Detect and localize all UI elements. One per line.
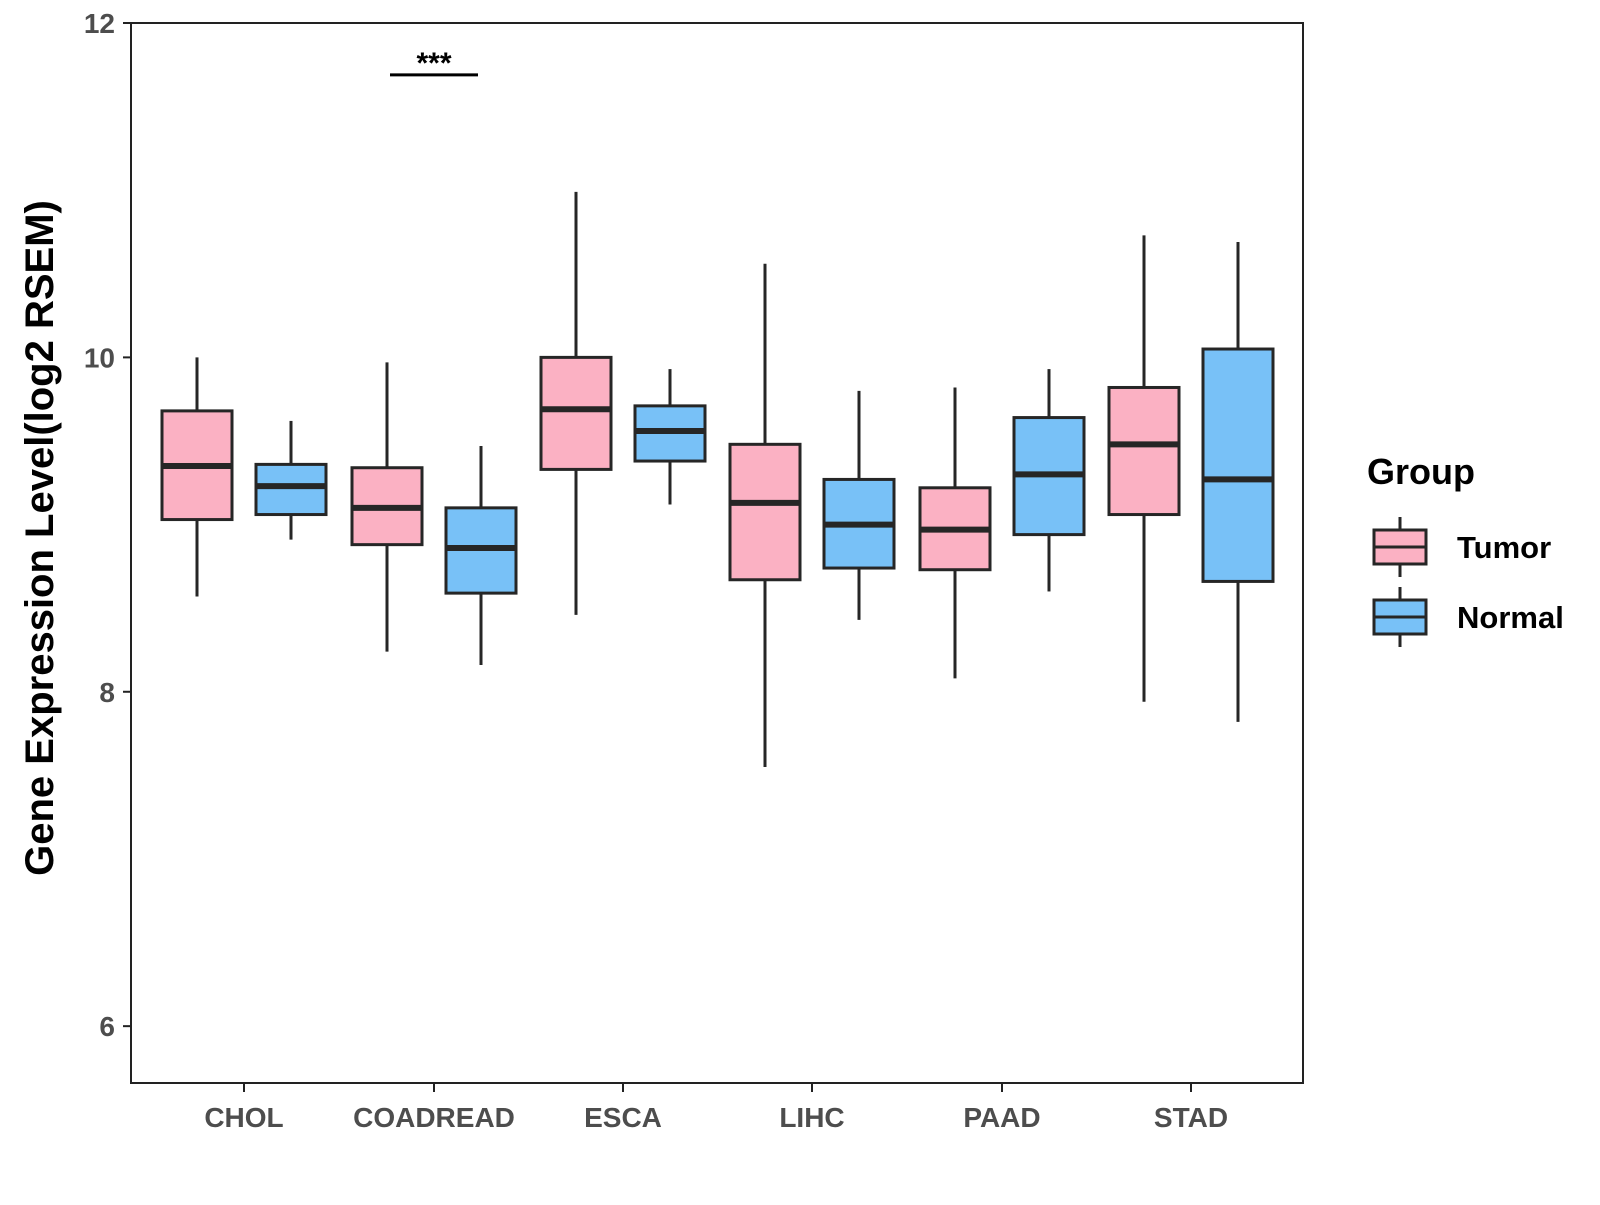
y-tick-label: 10 bbox=[84, 342, 115, 373]
box-iqr bbox=[1201, 347, 1275, 583]
box-normal-coadread bbox=[444, 445, 518, 666]
box-normal-lihc bbox=[822, 390, 896, 620]
legend-item-normal: Normal bbox=[1372, 587, 1564, 647]
legend-label: Normal bbox=[1457, 600, 1564, 635]
box-normal-stad bbox=[1201, 242, 1275, 722]
box-normal-chol bbox=[254, 420, 328, 540]
x-tick-label: STAD bbox=[1154, 1102, 1228, 1133]
significance-label: *** bbox=[416, 47, 451, 80]
box-iqr bbox=[254, 462, 328, 517]
legend: Group Tumor Normal bbox=[1367, 451, 1564, 647]
box-tumor-paad bbox=[918, 387, 992, 679]
x-tick-label: CHOL bbox=[204, 1102, 283, 1133]
x-tick-label: COADREAD bbox=[353, 1102, 515, 1133]
y-tick-label: 6 bbox=[99, 1011, 115, 1042]
box-normal-esca bbox=[633, 369, 707, 505]
legend-title: Group bbox=[1367, 451, 1475, 492]
box-tumor-stad bbox=[1107, 235, 1181, 702]
y-tick-label: 8 bbox=[99, 677, 115, 708]
box-tumor-esca bbox=[539, 191, 613, 615]
axes-layer: 6 8 10 12 CHOL COADREAD ESCA LIHC PAAD STAD Gene E… bbox=[18, 8, 1304, 1133]
plot-panel-border bbox=[130, 22, 1304, 1084]
annotation-layer: *** bbox=[390, 47, 478, 80]
y-tick-label: 12 bbox=[84, 8, 115, 39]
x-tick-label: PAAD bbox=[963, 1102, 1040, 1133]
box-tumor-coadread bbox=[350, 362, 424, 652]
box-iqr bbox=[1107, 385, 1181, 517]
box-normal-paad bbox=[1012, 369, 1086, 592]
legend-label: Tumor bbox=[1457, 530, 1551, 565]
y-axis-title: Gene Expression Level(log2 RSEM) bbox=[18, 200, 62, 876]
legend-item-tumor: Tumor bbox=[1372, 517, 1551, 577]
x-tick-label: ESCA bbox=[584, 1102, 662, 1133]
box-tumor-lihc bbox=[728, 263, 802, 768]
box-iqr bbox=[539, 355, 613, 471]
boxes-layer bbox=[160, 191, 1275, 768]
box-tumor-chol bbox=[160, 357, 234, 597]
x-tick-label: LIHC bbox=[779, 1102, 844, 1133]
box-iqr bbox=[728, 442, 802, 582]
